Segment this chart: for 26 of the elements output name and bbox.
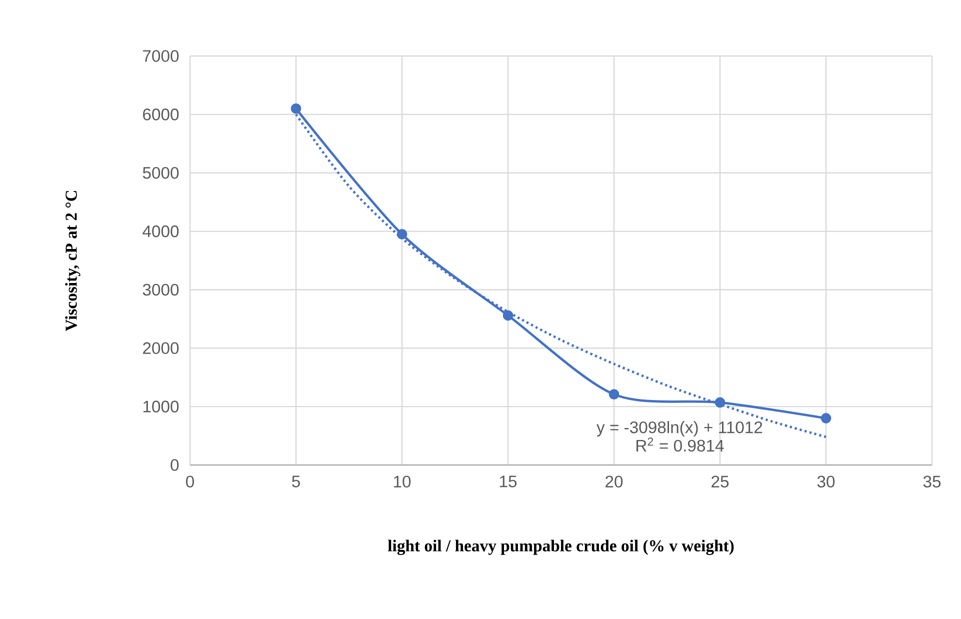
annotation: y = -3098ln(x) + 11012 — [596, 420, 762, 437]
y-tick-label: 3000 — [142, 284, 179, 296]
y-tick-label: 2000 — [143, 342, 179, 354]
x-tick-label: 15 — [500, 476, 517, 488]
x-tick-label: 20 — [606, 476, 623, 488]
y-tick-label: 6000 — [143, 108, 179, 120]
y-tick-label: 5000 — [142, 166, 179, 179]
x-tick-label: 0 — [186, 476, 194, 488]
y-tick-label: 4000 — [142, 225, 179, 238]
x-tick-label: 10 — [394, 476, 411, 488]
annotation: R$^{2}$ = 0.9814 — [636, 437, 724, 452]
y-axis-title: Viscosity, cP at 2 °C — [65, 190, 80, 332]
x-tick-label: 25 — [712, 476, 729, 488]
x-tick-label: 5 — [292, 476, 300, 488]
y-tick-label: 0 — [170, 459, 179, 471]
point — [608, 389, 620, 400]
y-tick-label: 7000 — [143, 50, 179, 62]
x-tick-label: 30 — [817, 476, 835, 488]
point — [714, 397, 726, 408]
x-tick-label: 35 — [923, 476, 941, 488]
x-axis-title: light oil / heavy pumpable crude oil (% v weight) — [388, 540, 734, 555]
point — [396, 229, 408, 240]
y-tick-label: 1000 — [143, 400, 179, 412]
point — [502, 310, 514, 321]
point — [290, 103, 302, 114]
point — [820, 413, 832, 424]
